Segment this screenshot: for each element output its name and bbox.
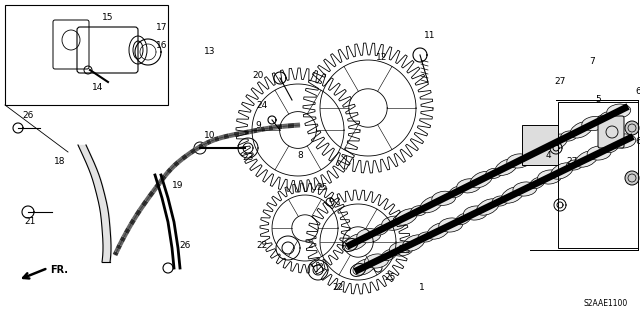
Ellipse shape	[612, 134, 636, 148]
Text: 5: 5	[595, 95, 601, 105]
Text: 26: 26	[22, 110, 34, 120]
Text: 19: 19	[172, 181, 184, 189]
Text: 1: 1	[419, 284, 425, 293]
Bar	[522, 125, 558, 165]
Ellipse shape	[566, 160, 582, 170]
Ellipse shape	[456, 213, 470, 225]
Ellipse shape	[439, 218, 463, 232]
Ellipse shape	[530, 177, 545, 189]
Bar	[5, 5, 168, 105]
Ellipse shape	[532, 141, 556, 156]
Ellipse shape	[418, 232, 434, 242]
Ellipse shape	[411, 206, 427, 216]
Ellipse shape	[570, 122, 593, 138]
Ellipse shape	[463, 206, 488, 220]
FancyBboxPatch shape	[598, 116, 624, 148]
Ellipse shape	[561, 131, 577, 141]
Text: 27: 27	[554, 78, 566, 86]
Text: 15: 15	[102, 13, 114, 23]
Ellipse shape	[403, 235, 425, 251]
Ellipse shape	[365, 254, 388, 268]
Text: 25: 25	[316, 183, 328, 192]
Text: 2: 2	[307, 241, 313, 249]
Text: 17: 17	[156, 24, 168, 33]
Text: 9: 9	[255, 121, 261, 130]
Ellipse shape	[551, 163, 573, 179]
Ellipse shape	[353, 259, 376, 275]
Ellipse shape	[575, 151, 598, 167]
Text: 12: 12	[376, 54, 388, 63]
Ellipse shape	[395, 209, 417, 225]
Ellipse shape	[477, 199, 499, 215]
Ellipse shape	[587, 146, 611, 160]
Text: 13: 13	[204, 48, 216, 56]
Text: 7: 7	[589, 57, 595, 66]
Ellipse shape	[345, 234, 367, 250]
Text: 14: 14	[92, 84, 104, 93]
Ellipse shape	[420, 196, 442, 213]
Text: FR.: FR.	[50, 265, 68, 275]
Ellipse shape	[374, 224, 388, 235]
Text: 6: 6	[635, 87, 640, 97]
Text: 26: 26	[179, 241, 191, 249]
Ellipse shape	[507, 154, 531, 168]
Ellipse shape	[381, 249, 396, 261]
Text: 10: 10	[204, 130, 216, 139]
Text: 21: 21	[24, 218, 36, 226]
Circle shape	[625, 121, 639, 135]
Text: 4: 4	[545, 151, 551, 160]
Ellipse shape	[524, 149, 539, 160]
Ellipse shape	[382, 216, 406, 230]
Text: 23: 23	[243, 153, 253, 162]
Text: 22: 22	[332, 284, 344, 293]
Ellipse shape	[582, 116, 605, 131]
Text: 6: 6	[635, 137, 640, 146]
Text: 11: 11	[424, 31, 436, 40]
Text: 22: 22	[257, 241, 268, 249]
Ellipse shape	[513, 182, 537, 196]
Ellipse shape	[357, 229, 381, 243]
Ellipse shape	[545, 134, 568, 151]
Text: 24: 24	[257, 100, 268, 109]
Text: 18: 18	[54, 158, 66, 167]
Ellipse shape	[599, 112, 614, 123]
Circle shape	[625, 171, 639, 185]
Ellipse shape	[604, 141, 619, 153]
Ellipse shape	[427, 223, 449, 239]
Ellipse shape	[449, 186, 464, 198]
Text: S2AAE1100: S2AAE1100	[584, 299, 628, 308]
Ellipse shape	[457, 179, 481, 193]
Text: 8: 8	[297, 151, 303, 160]
Ellipse shape	[501, 187, 524, 203]
Text: 25: 25	[384, 273, 396, 283]
Ellipse shape	[538, 170, 561, 184]
Ellipse shape	[607, 104, 630, 118]
Ellipse shape	[486, 168, 502, 178]
Text: 20: 20	[252, 70, 264, 79]
Text: 27: 27	[566, 158, 578, 167]
Ellipse shape	[389, 242, 413, 256]
Ellipse shape	[470, 171, 492, 188]
Ellipse shape	[432, 191, 456, 205]
Text: 16: 16	[156, 41, 168, 49]
Ellipse shape	[495, 159, 517, 175]
Ellipse shape	[492, 196, 508, 206]
